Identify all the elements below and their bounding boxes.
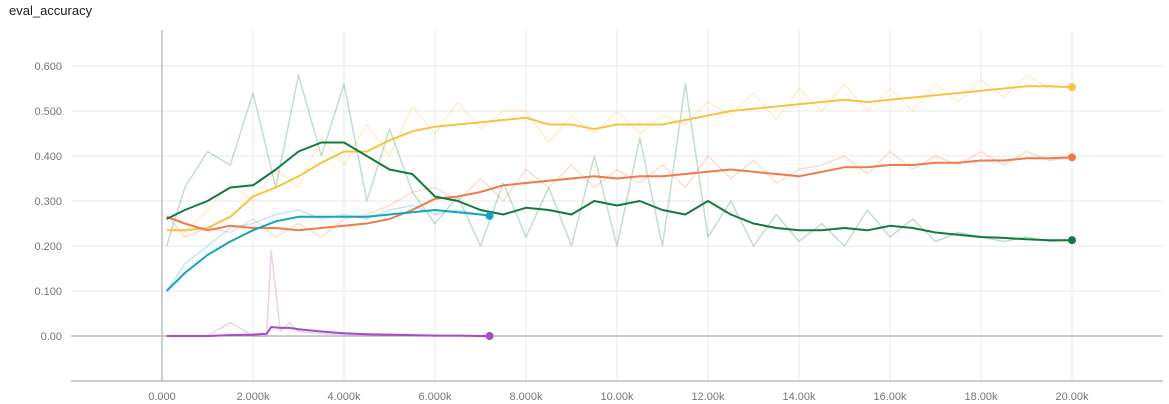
x-tick-label: 0.000 <box>148 391 176 403</box>
series-3-smoothed-line <box>165 209 490 292</box>
series-4-raw-line <box>166 249 490 337</box>
x-tick-label: 12.00k <box>691 391 725 403</box>
series-3-raw-line <box>165 204 490 292</box>
series-2-raw-line <box>165 74 1073 247</box>
series-2-end-point <box>1068 236 1076 245</box>
chart-title: eval_accuracy <box>9 3 93 18</box>
y-tick-label: 0.300 <box>34 196 62 208</box>
series-0-end-point <box>1068 83 1076 92</box>
series-2-smoothed-line <box>166 141 1072 242</box>
y-tick-label: 0.500 <box>34 106 62 118</box>
series-4-end-point <box>485 332 494 340</box>
series-lines <box>165 74 1076 340</box>
series-1-raw-line <box>166 150 1073 238</box>
y-tick-label: 0.100 <box>34 286 62 298</box>
series-1-smoothed-line <box>166 156 1073 232</box>
y-tick-label: 0.00 <box>41 331 62 343</box>
series-1-end-point <box>1068 153 1076 162</box>
x-tick-label: 6.000k <box>418 391 452 403</box>
x-tick-label: 10.00k <box>600 391 634 403</box>
y-tick-label: 0.600 <box>34 61 62 73</box>
series-0-raw-line <box>166 74 1073 234</box>
y-tick-label: 0.400 <box>34 151 62 163</box>
y-tick-label: 0.200 <box>34 241 62 253</box>
series-4-smoothed-line <box>166 326 490 337</box>
x-tick-label: 18.00k <box>964 391 998 403</box>
x-tick-label: 16.00k <box>873 391 907 403</box>
x-tick-label: 8.000k <box>509 391 543 403</box>
tick-labels: 0.000 2.000k 4.000k 6.000k 8.000k 10.00k 12.00… <box>34 61 1089 403</box>
x-tick-label: 14.00k <box>782 391 816 403</box>
series-3-end-point <box>485 211 494 220</box>
x-tick-label: 20.00k <box>1055 391 1089 403</box>
x-tick-label: 2.000k <box>236 391 270 403</box>
series-0-smoothed-line <box>166 85 1073 232</box>
x-tick-label: 4.000k <box>327 391 361 403</box>
axes <box>71 30 1163 382</box>
